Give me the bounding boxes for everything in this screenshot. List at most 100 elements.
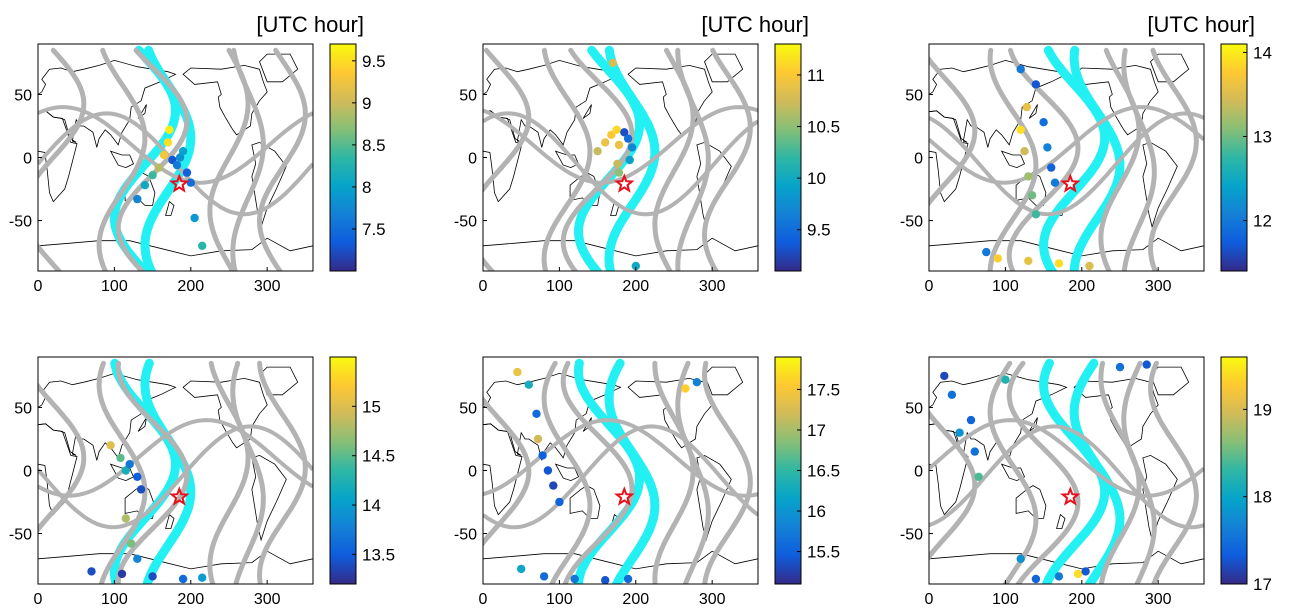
coastline [704,53,744,83]
coastline [1015,485,1047,519]
data-point [1050,178,1060,187]
data-point [570,574,579,584]
colorbar: 9.5 9 8.5 8 7.5 [UTC hour] [256,12,386,272]
data-point [593,147,602,156]
data-point [532,409,541,418]
coastline [696,454,732,542]
x-tick-label: 0 [34,278,43,295]
data-point [198,573,207,582]
data-point [940,371,949,381]
data-point [190,213,199,223]
colorbar: 17.5 17 16.5 16 15.5 [774,356,840,585]
satellite-track [115,360,190,584]
x-tick-label: 200 [622,278,649,295]
coastline [1000,150,1026,169]
x-tick-label: 100 [546,591,573,608]
map-panel-top-left: 0 100 200 300 50 0 -50 9.5 9 8.5 8 7.5 [UTC hour] [9,12,386,295]
data-point [178,147,188,156]
colorbar-tick-label: 12 [1253,212,1272,231]
satellite-track [1121,47,1157,271]
colorbar-tick-label: 9.5 [362,52,386,71]
data-point [1031,210,1041,219]
coastline [182,64,268,136]
satellite-track [652,360,696,584]
colorbar-tick-label: 17 [807,421,826,440]
data-point [631,261,640,271]
satellite-track [929,55,978,271]
map-panel-top-right: 0 100 200 300 50 0 -50 14 13 12 [UTC hour] [900,12,1272,295]
x-tick-label: 200 [622,591,649,608]
satellite-track [38,424,313,530]
colorbar-unit-label: [UTC hour] [256,12,364,37]
coastline [1028,104,1038,119]
data-point [533,434,543,444]
data-point [133,194,142,204]
satellite-track [38,105,313,185]
colorbar-unit-label: [UTC hour] [1147,12,1255,37]
colorbar-tick-label: 15.5 [807,543,840,562]
coastline [109,150,135,169]
data-point [982,247,991,257]
colorbar-tick-label: 15 [362,397,381,416]
satellite-track [38,47,87,271]
coastline [569,485,601,519]
star-marker [1060,486,1081,506]
y-tick-label: 50 [459,400,477,417]
data-point [1039,118,1048,127]
data-point [106,441,115,450]
data-point [175,153,185,162]
map-panel-bottom-middle: 0 100 200 300 50 0 -50 17.5 17 16.5 16 15.5 [454,356,840,608]
data-point [517,564,526,574]
colorbar-tick-label: 16.5 [807,462,840,481]
map-panel-bottom-right: 0 100 200 300 50 0 -50 19 18 17 [900,356,1272,608]
data-point [186,178,195,187]
data-point [1020,147,1029,156]
data-point [121,514,130,523]
data-point [692,378,702,387]
x-tick-label: 100 [546,278,573,295]
x-tick-label: 0 [925,591,934,608]
data-point [136,485,146,494]
data-point [159,150,169,160]
satellite-track [929,111,1204,217]
data-point [538,451,547,460]
data-point [163,138,173,147]
colorbar-gradient [329,43,357,272]
data-point [970,447,979,456]
data-point [178,574,188,584]
satellite-track [1006,360,1081,584]
coastline [38,237,313,257]
satellite-track [1148,47,1199,271]
data-point [1142,360,1151,369]
x-tick-label: 100 [101,278,128,295]
coastline [38,550,313,570]
data-point [613,159,622,168]
coastline [165,513,175,529]
colorbar: 14 13 12 [UTC hour] [1147,12,1272,272]
colorbar-tick-label: 9 [362,94,371,113]
star-marker [169,486,190,506]
data-point [154,163,163,172]
star-marker [1060,173,1081,193]
satellite-track [483,424,758,530]
colorbar-unit-label: [UTC hour] [701,12,809,37]
colorbar-gradient [1220,356,1248,585]
coastline [627,64,713,136]
data-point [549,481,558,490]
data-point [1073,569,1083,579]
colorbar-tick-label: 14 [362,496,381,515]
star-marker [169,173,190,193]
satellite-track [560,360,635,584]
colorbar-gradient [1220,43,1248,272]
data-point [966,415,976,425]
data-point [1047,163,1056,172]
x-tick-label: 0 [479,591,488,608]
data-point [993,254,1002,263]
satellite-track [483,395,532,548]
x-tick-label: 300 [699,278,726,295]
data-point [681,384,690,393]
data-point [608,58,618,68]
data-point [1043,143,1052,152]
colorbar-tick-label: 13 [1253,127,1272,146]
satellite-track [38,382,87,534]
